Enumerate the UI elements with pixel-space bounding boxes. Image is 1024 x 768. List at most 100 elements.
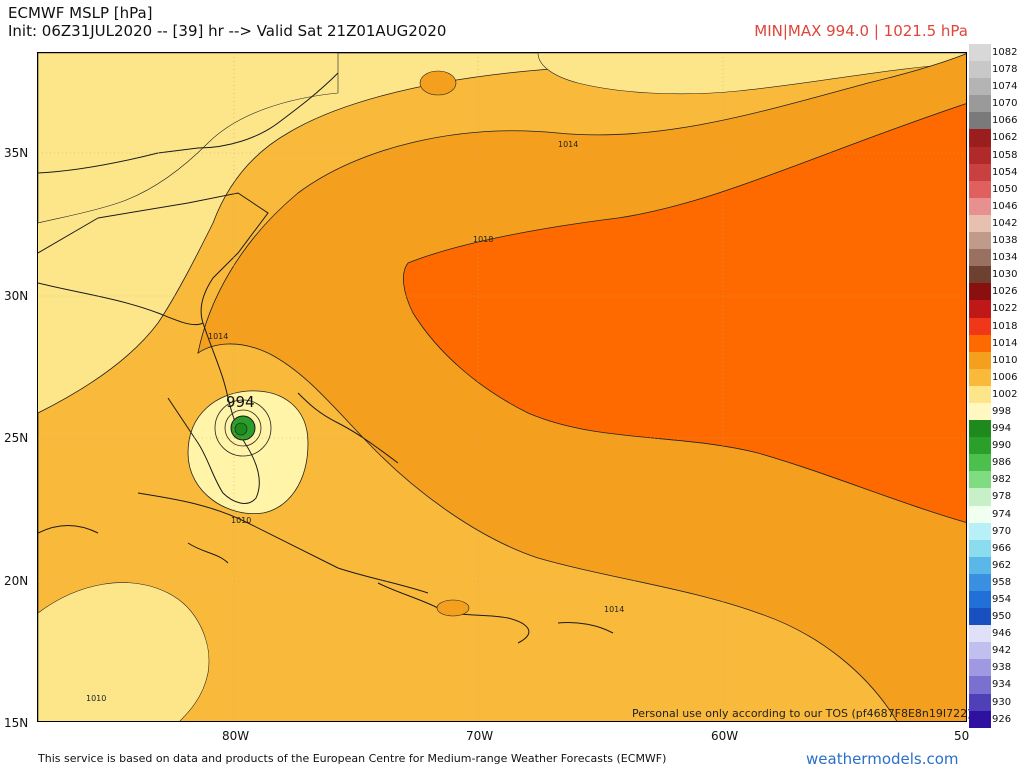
contour-label-1018: 1018 (473, 235, 493, 244)
legend-swatch (969, 693, 991, 711)
legend-swatch (969, 642, 991, 660)
legend-swatch (969, 505, 991, 523)
southwest-1010-region (38, 582, 210, 721)
legend-swatch (969, 402, 991, 421)
legend-label: 970 (992, 525, 1012, 537)
lat-label-35n: 35N (4, 146, 29, 160)
lat-label-20n: 20N (4, 574, 29, 588)
chart-title: ECMWF MSLP [hPa] (8, 4, 153, 22)
coastlines (38, 72, 614, 644)
contour-label-1014-florida: 1014 (208, 332, 228, 341)
legend-swatch (969, 317, 991, 335)
lat-label-15n: 15N (4, 716, 29, 730)
legend-label: 1058 (992, 149, 1018, 161)
legend-label: 926 (992, 713, 1012, 725)
legend-label: 974 (992, 508, 1012, 520)
legend-label: 1014 (992, 337, 1018, 349)
legend-swatch (969, 300, 991, 318)
init-valid-line: Init: 06Z31JUL2020 -- [39] hr --> Valid … (8, 22, 447, 40)
low-isobar-mid (224, 409, 262, 447)
legend-swatch (969, 539, 991, 557)
legend-label: 998 (992, 405, 1012, 417)
legend-swatch (969, 573, 991, 591)
legend-swatch (969, 232, 991, 250)
legend-swatch (969, 197, 991, 215)
legend-label: 986 (992, 457, 1012, 469)
legend-swatch (969, 112, 991, 130)
contour-label-1010-south: 1010 (231, 516, 251, 525)
legend-label: 1062 (992, 132, 1018, 144)
legend-swatch (969, 95, 991, 113)
legend-label: 1082 (992, 47, 1018, 58)
legend-label: 1046 (992, 200, 1018, 212)
grid-lines (38, 53, 966, 721)
legend-swatch (969, 61, 991, 79)
legend-label: 950 (992, 611, 1012, 623)
legend-label: 978 (992, 491, 1012, 503)
lon-label-50: 50 (954, 729, 970, 743)
legend-swatch (969, 214, 991, 233)
legend-label: 1030 (992, 269, 1018, 281)
legend-swatch (969, 44, 991, 62)
legend-swatch (969, 180, 991, 198)
lat-label-25n: 25N (4, 431, 29, 445)
legend-label: 934 (992, 679, 1012, 691)
brand-link[interactable]: weathermodels.com (806, 750, 959, 768)
legend-label: 990 (992, 440, 1012, 452)
legend-label: 1026 (992, 286, 1018, 298)
contour-label-1014-north: 1014 (558, 140, 578, 149)
contour-1022-region (403, 103, 966, 523)
low-isobar-outer (214, 399, 272, 457)
legend-swatch (969, 454, 991, 472)
legend-swatch (969, 437, 991, 455)
legend-label: 942 (992, 645, 1012, 657)
legend-swatch (969, 676, 991, 694)
legend-label: 954 (992, 594, 1012, 605)
legend-swatch (969, 146, 991, 164)
legend-label: 1066 (992, 115, 1018, 127)
legend-swatch (969, 420, 991, 438)
legend-swatch (969, 591, 991, 609)
legend-label: 1018 (992, 320, 1018, 332)
legend-swatch (969, 163, 991, 181)
legend-label: 1070 (992, 98, 1018, 110)
legend-label: 962 (992, 559, 1012, 571)
legend-swatch (969, 351, 991, 369)
legend-label: 966 (992, 542, 1012, 554)
north-high-cell (419, 70, 457, 96)
legend-label: 982 (992, 474, 1012, 486)
map-canvas: 1014 1018 1014 1010 1014 1010 994 (38, 53, 966, 721)
lon-label-60w: 60W (711, 729, 739, 743)
legend-swatch (969, 334, 991, 352)
low-center-core (234, 422, 248, 436)
legend-swatch (969, 471, 991, 489)
contour-label-1010-sw: 1010 (86, 694, 106, 703)
ecmwf-credit: This service is based on data and produc… (38, 752, 667, 765)
legend-swatch (969, 556, 991, 574)
legend-label: 1074 (992, 81, 1018, 93)
tos-note: Personal use only according to our TOS (… (632, 707, 972, 720)
legend-label: 930 (992, 696, 1012, 708)
legend-label: 994 (992, 423, 1012, 435)
legend-swatch (969, 522, 991, 540)
color-legend-labels: 1082 1078 1074 1070 1066 1062 1058 1054 1050 1046… (991, 44, 1024, 728)
lat-label-30n: 30N (4, 289, 29, 303)
legend-swatch (969, 710, 991, 728)
legend-label: 946 (992, 628, 1012, 640)
cyclone-pressure-label: 994 (226, 393, 255, 411)
legend-label: 958 (992, 576, 1012, 588)
northeast-1010-region (537, 53, 966, 95)
legend-swatch (969, 78, 991, 96)
legend-label: 1054 (992, 166, 1018, 178)
contour-label-1014-east: 1014 (604, 605, 624, 614)
florida-low-1010-region (187, 390, 309, 515)
legend-label: 1038 (992, 235, 1018, 247)
legend-swatch (969, 608, 991, 626)
legend-label: 1034 (992, 252, 1018, 264)
legend-label: 1050 (992, 183, 1018, 195)
legend-swatch (969, 283, 991, 301)
legend-label: 938 (992, 662, 1012, 674)
hispaniola-cell (436, 599, 470, 617)
color-legend (969, 44, 991, 728)
northern-land-1010-region (38, 53, 339, 224)
